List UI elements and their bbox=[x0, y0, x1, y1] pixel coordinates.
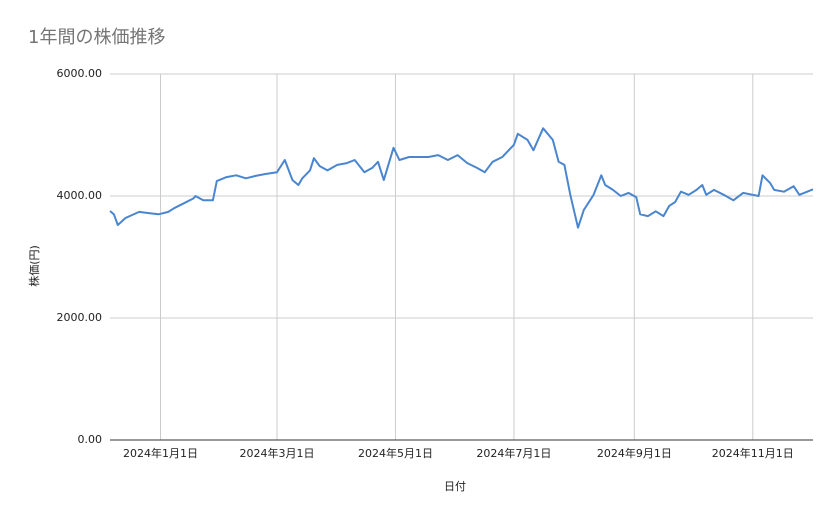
y-tick-label: 2000.00 bbox=[57, 311, 103, 324]
y-tick-label: 0.00 bbox=[78, 433, 103, 446]
x-tick-label: 2024年9月1日 bbox=[597, 446, 672, 460]
x-tick-label: 2024年5月1日 bbox=[358, 446, 433, 460]
chart-title: 1年間の株価推移 bbox=[28, 27, 165, 48]
x-tick-label: 2024年1月1日 bbox=[123, 446, 198, 460]
x-tick-label: 2024年11月1日 bbox=[712, 446, 794, 460]
x-tick-label: 2024年3月1日 bbox=[240, 446, 315, 460]
x-tick-label: 2024年7月1日 bbox=[476, 446, 551, 460]
data-line bbox=[109, 127, 814, 229]
x-axis-label: 日付 bbox=[444, 480, 466, 493]
y-tick-label: 6000.00 bbox=[57, 67, 103, 80]
y-axis-label: 株価(円) bbox=[27, 245, 41, 287]
y-tick-label: 4000.00 bbox=[57, 189, 103, 202]
